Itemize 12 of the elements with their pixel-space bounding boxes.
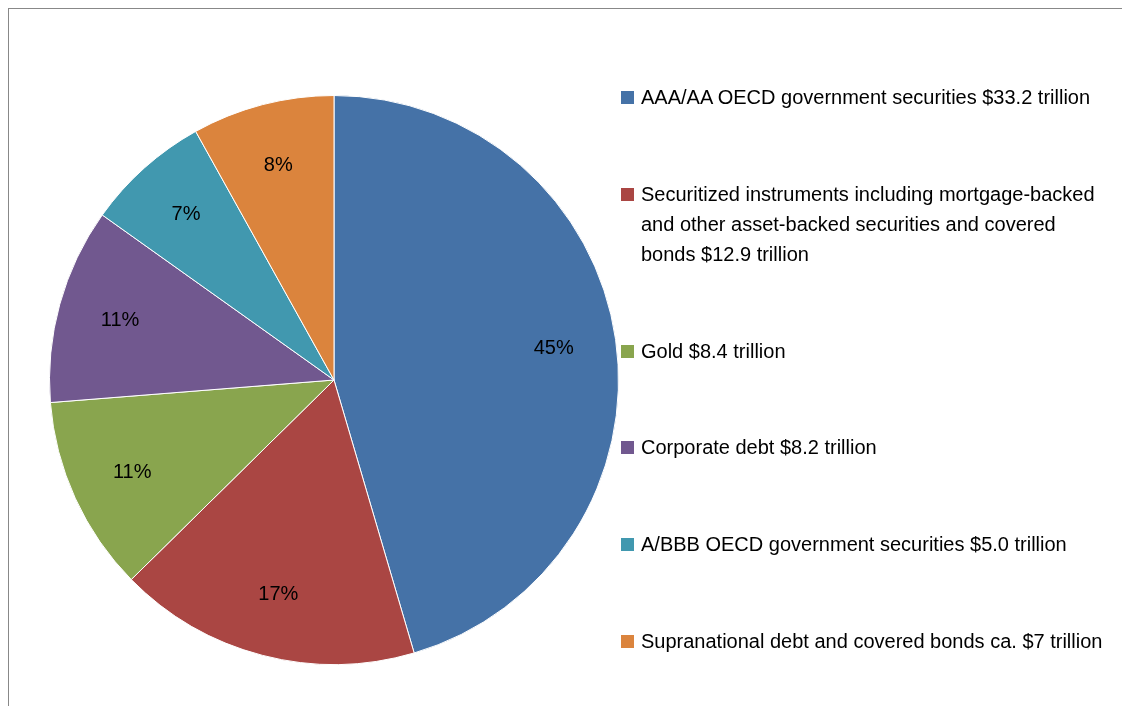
data-label: 7%: [171, 202, 201, 225]
legend-label: AAA/AA OECD government securities $33.2 trillion: [641, 85, 1091, 111]
data-label: 8%: [263, 152, 293, 175]
data-label: 45%: [533, 335, 574, 358]
legend-label: Corporate debt $8.2 trillion: [641, 435, 877, 461]
legend-label: Gold $8.4 trillion: [641, 338, 786, 364]
data-label: 17%: [258, 582, 299, 605]
data-label: 11%: [112, 459, 152, 482]
legend-label: Supranational debt and covered bonds ca. $7 trillion: [641, 628, 1103, 654]
data-label: 11%: [100, 308, 140, 331]
legend-label: Securitized instruments including mortgage-backed and other asset-backed securities and covered bonds $12.9 trillion: [641, 182, 1096, 267]
legend-label: A/BBB OECD government securities $5.0 trillion: [641, 531, 1067, 557]
